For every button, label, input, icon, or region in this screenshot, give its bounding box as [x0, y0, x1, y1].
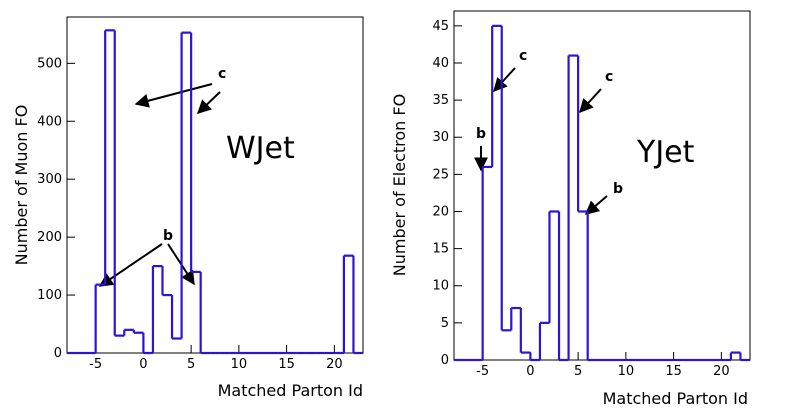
wjet-x-tick-label: 5: [187, 357, 195, 372]
wjet-panel: Number of Muon FO Matched Parton Id WJet…: [12, 16, 364, 400]
yjet-y-axis-label: Number of Electron FO: [390, 94, 409, 276]
yjet-y-tick-label: 35: [432, 93, 449, 108]
yjet-x-tick-label: 20: [713, 364, 730, 379]
yjet-arrow-b2: [584, 195, 608, 215]
wjet-arrow-c2: [196, 91, 221, 114]
yjet-y-tick-label: 30: [432, 130, 449, 145]
yjet-arrow-c2: [579, 88, 602, 114]
yjet-y-tick-label: 45: [432, 19, 449, 34]
wjet-plot-frame: [66, 16, 364, 354]
yjet-y-tick-label: 0: [441, 353, 449, 368]
yjet-arrow-c1: [493, 67, 516, 93]
wjet-arrow-c1: [134, 83, 213, 108]
wjet-x-tick-label: 0: [139, 357, 147, 372]
yjet-y-tick-label: 25: [432, 167, 449, 182]
wjet-y-tick-label: 300: [37, 172, 62, 187]
wjet-x-tick-label: 15: [278, 357, 295, 372]
yjet-plot-frame: [453, 10, 751, 361]
wjet-y-tick-label: 100: [37, 288, 62, 303]
yjet-y-tick-label: 5: [441, 316, 449, 331]
wjet-x-axis-label: Matched Parton Id: [218, 381, 363, 400]
wjet-arrow-b1: [98, 243, 163, 287]
yjet-x-tick-label: 15: [665, 364, 682, 379]
yjet-panel: Number of Electron FO Matched Parton Id …: [390, 10, 751, 408]
wjet-x-tick-label: -5: [89, 357, 102, 372]
wjet-annot-b: b: [163, 228, 173, 244]
wjet-annot-c: c: [218, 66, 226, 82]
wjet-big-label: WJet: [226, 131, 295, 166]
yjet-annot-c2: c: [605, 69, 613, 85]
yjet-big-label: YJet: [636, 135, 695, 170]
yjet-y-tick-label: 10: [432, 279, 449, 294]
yjet-annot-b2: b: [613, 181, 623, 197]
yjet-x-tick-label: 10: [618, 364, 635, 379]
yjet-annot-b1: b: [476, 126, 486, 142]
yjet-x-tick-label: 0: [526, 364, 534, 379]
wjet-y-axis-label: Number of Muon FO: [12, 105, 31, 266]
wjet-y-tick-label: 400: [37, 114, 62, 129]
wjet-x-tick-label: 20: [326, 357, 343, 372]
wjet-y-tick-label: 200: [37, 230, 62, 245]
yjet-x-axis-label: Matched Parton Id: [603, 389, 748, 408]
yjet-x-tick-label: -5: [476, 364, 489, 379]
yjet-x-tick-label: 5: [574, 364, 582, 379]
yjet-y-tick-label: 15: [432, 242, 449, 257]
yjet-y-tick-label: 20: [432, 204, 449, 219]
wjet-y-tick-label: 0: [54, 346, 62, 361]
wjet-x-tick-label: 10: [231, 357, 248, 372]
wjet-y-tick-label: 500: [37, 56, 62, 71]
yjet-y-tick-label: 40: [432, 56, 449, 71]
yjet-annot-c1: c: [519, 48, 527, 64]
